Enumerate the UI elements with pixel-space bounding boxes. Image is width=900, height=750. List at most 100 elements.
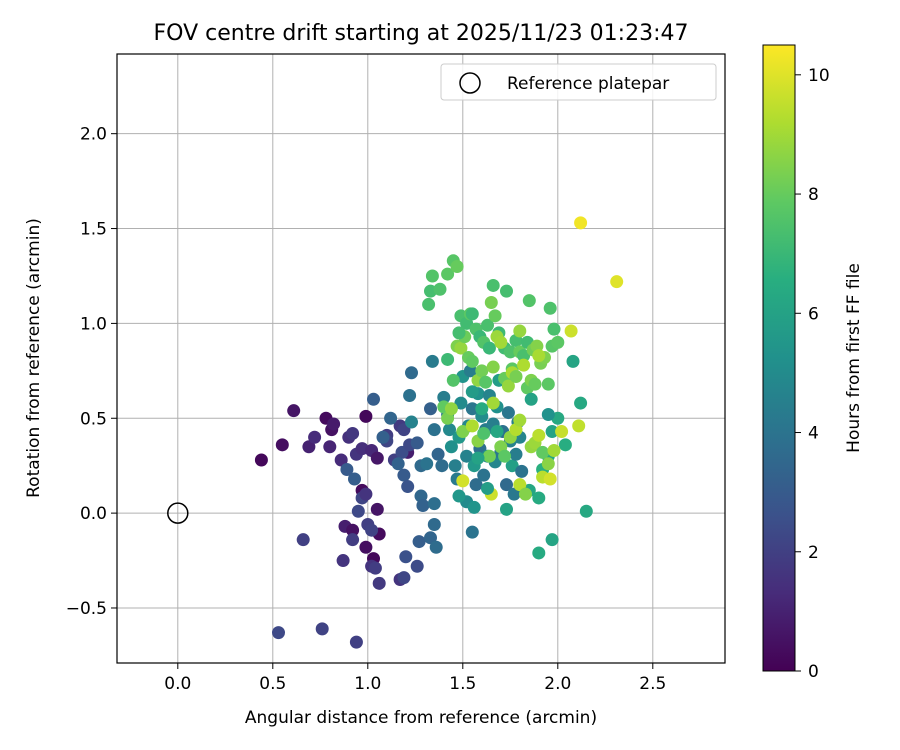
y-tick-label: −0.5 (66, 599, 107, 619)
y-tick-label: 1.5 (80, 220, 107, 240)
scatter-point (367, 392, 380, 406)
scatter-point (391, 457, 405, 471)
scatter-point (460, 449, 474, 463)
x-axis-label: Angular distance from reference (arcmin) (245, 708, 597, 728)
y-axis-ticks: −0.5 0.0 0.5 1.0 1.5 2.0 (66, 125, 117, 619)
scatter-point (351, 504, 365, 518)
colorbar-tick-label: 4 (808, 424, 819, 444)
scatter-point (488, 309, 502, 323)
scatter-point (477, 426, 491, 440)
legend-label: Reference platepar (507, 74, 669, 94)
y-axis-label: Rotation from reference (arcmin) (24, 218, 44, 498)
scatter-point (481, 481, 494, 495)
scatter-point (465, 307, 479, 321)
scatter-point (486, 360, 500, 374)
reference-point (167, 502, 189, 524)
scatter-point (410, 436, 424, 450)
scatter-point (452, 326, 466, 340)
scatter-point (272, 626, 285, 640)
x-tick-label: 0.5 (259, 674, 286, 694)
scatter-point (551, 335, 565, 349)
scatter-point (308, 430, 322, 444)
x-tick-label: 1.0 (354, 674, 381, 694)
scatter-point (456, 425, 470, 439)
scatter-point (505, 459, 519, 473)
scatter-point (429, 540, 443, 554)
colorbar-ticks: 0 2 4 6 8 10 (795, 66, 830, 682)
scatter-point (486, 278, 500, 292)
colorbar-gradient (762, 44, 796, 672)
colorbar-tick-label: 2 (808, 543, 819, 563)
colorbar-tick-label: 8 (808, 185, 819, 205)
legend-box (440, 63, 717, 101)
legend-marker-icon (459, 72, 481, 94)
scatter-point (302, 440, 316, 454)
scatter-point (441, 352, 455, 366)
scatter-point (545, 425, 559, 439)
scatter-point (346, 523, 360, 537)
scatter-point (532, 428, 546, 442)
scatter-point (513, 413, 527, 427)
scatter-point (431, 447, 445, 461)
scatter-point (481, 318, 494, 332)
colorbar-tick-label: 10 (808, 66, 830, 86)
scatter-point (433, 282, 447, 296)
scatter-point (524, 392, 538, 406)
scatter-point (536, 445, 550, 459)
scatter-point (346, 533, 360, 547)
x-tick-label: 2.5 (639, 674, 666, 694)
scatter-point (509, 447, 523, 461)
scatter-point (454, 341, 468, 355)
scatter-point (422, 297, 436, 311)
scatter-point (435, 459, 449, 473)
scatter-point (500, 478, 513, 492)
scatter-point (513, 324, 527, 338)
scatter-point (340, 462, 354, 476)
scatter-point (410, 559, 424, 573)
scatter-point (528, 377, 542, 391)
scatter-point (443, 423, 456, 437)
y-tick-label: 0.5 (80, 409, 107, 429)
scatter-point (610, 275, 624, 289)
scatter-point (444, 402, 458, 416)
scatter-point (467, 500, 481, 514)
scatter-point (522, 294, 536, 308)
x-tick-label: 0.0 (164, 674, 191, 694)
scatter-point (500, 284, 513, 298)
scatter-point (541, 457, 555, 471)
scatter-point (507, 487, 521, 501)
scatter-point (501, 406, 515, 420)
colorbar-label: Hours from first FF file (844, 263, 864, 453)
scatter-point (359, 409, 373, 423)
scatter-point (558, 438, 572, 452)
scatter-point (513, 478, 527, 492)
scatter-point (555, 425, 569, 439)
scatter-point (547, 322, 561, 336)
scatter-point (427, 497, 441, 511)
scatter-point (376, 430, 390, 444)
scatter-point (532, 349, 546, 363)
scatter-point (454, 396, 468, 410)
colorbar: 0 2 4 6 8 10 Hours from first FF file (762, 44, 864, 682)
scatter-point (547, 444, 561, 458)
scatter-point (465, 354, 479, 368)
y-tick-label: 2.0 (80, 125, 107, 145)
colorbar-tick-label: 0 (808, 662, 819, 682)
scatter-point (543, 301, 557, 315)
scatter-point (465, 419, 479, 433)
scatter-point (323, 440, 337, 454)
scatter-point (475, 364, 489, 378)
scatter-point (479, 375, 493, 389)
scatter-points (254, 216, 624, 649)
scatter-point (484, 296, 498, 310)
scatter-point (566, 354, 580, 368)
scatter-point (397, 468, 411, 482)
scatter-point (469, 478, 483, 492)
scatter-point (450, 259, 464, 273)
grid (117, 54, 725, 663)
scatter-point (545, 533, 559, 547)
scatter-point (399, 550, 413, 564)
scatter-point (471, 451, 485, 465)
x-axis-ticks: 0.0 0.5 1.0 1.5 2.0 2.5 (164, 663, 666, 694)
